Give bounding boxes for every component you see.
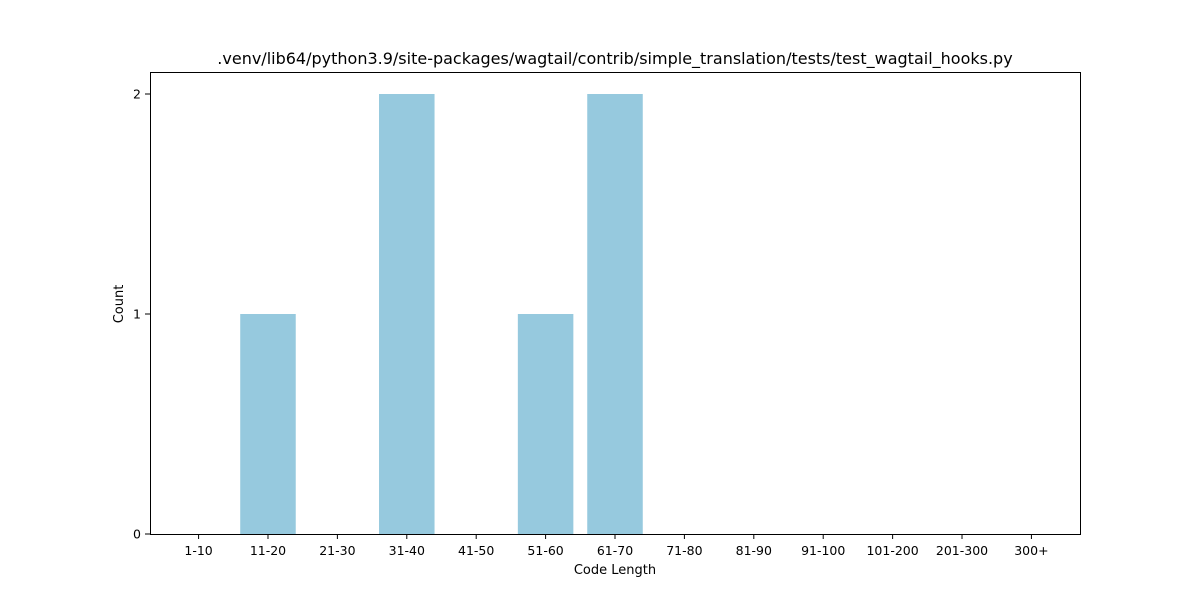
x-axis: 1-10 11-20 21-30 31-40 41-50 51-60 61-70 71-80 8… bbox=[184, 534, 1049, 558]
chart-title: .venv/lib64/python3.9/site-packages/wagt… bbox=[217, 49, 1012, 69]
y-tick-label: 1 bbox=[133, 307, 141, 322]
x-tick-label: 21-30 bbox=[319, 543, 355, 558]
y-axis-label: Count bbox=[112, 285, 127, 324]
x-tick-label: 71-80 bbox=[666, 543, 702, 558]
x-tick-label: 31-40 bbox=[389, 543, 425, 558]
y-tick-label: 2 bbox=[133, 87, 141, 102]
y-tick-label: 0 bbox=[133, 527, 141, 542]
x-tick-label: 51-60 bbox=[527, 543, 563, 558]
x-tick-label: 101-200 bbox=[866, 543, 918, 558]
y-axis: 0 1 2 bbox=[133, 87, 150, 542]
bar-31-40 bbox=[379, 94, 435, 534]
bar-61-70 bbox=[587, 94, 643, 534]
bar-11-20 bbox=[240, 314, 296, 534]
bars-group bbox=[240, 94, 643, 534]
bar-51-60 bbox=[517, 314, 574, 534]
x-tick-label: 1-10 bbox=[184, 543, 212, 558]
x-tick-label: 11-20 bbox=[250, 543, 286, 558]
x-axis-label: Code Length bbox=[574, 563, 656, 578]
x-tick-label: 91-100 bbox=[801, 543, 845, 558]
x-tick-label: 41-50 bbox=[458, 543, 494, 558]
x-tick-label: 300+ bbox=[1014, 543, 1048, 558]
x-tick-label: 81-90 bbox=[736, 543, 772, 558]
x-tick-label: 61-70 bbox=[597, 543, 633, 558]
x-tick-label: 201-300 bbox=[936, 543, 988, 558]
